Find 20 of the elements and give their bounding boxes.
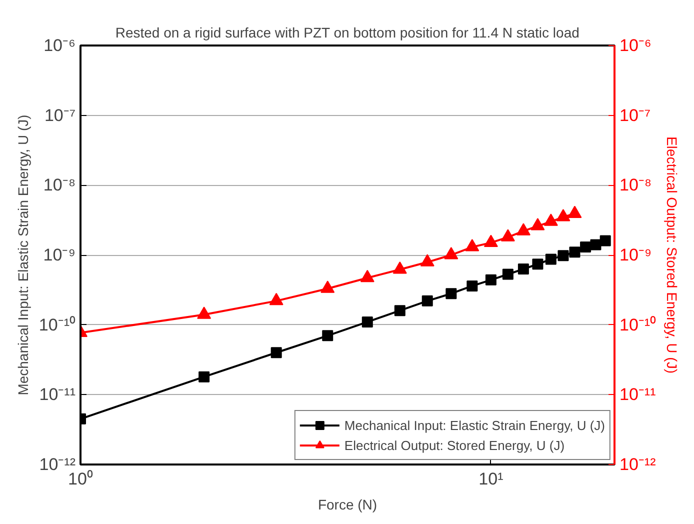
y-axis-title: Mechanical Input: Elastic Strain Energy, U (J) (14, 114, 31, 396)
y-tick-label: 10⁻¹¹ (39, 385, 76, 404)
text: 10⁻⁶ (620, 36, 652, 55)
text: 10⁻¹⁰ (620, 315, 656, 334)
y-tick-label: 10⁻⁶ (44, 36, 76, 55)
text: 10⁻¹¹ (620, 385, 656, 404)
x-axis-title: Force (N) (318, 496, 378, 512)
text: 10⁻⁷ (620, 106, 651, 125)
text: 10⁻⁹ (620, 246, 652, 264)
text: 10⁻¹² (620, 455, 656, 474)
legend-label: Mechanical Input: Elastic Strain Energy, U (J) (344, 418, 605, 432)
x-tick-label: 10¹ (478, 470, 504, 488)
text: 10⁻⁸ (620, 176, 652, 195)
y-tick-label: 10⁻⁷ (44, 106, 76, 125)
y-tick-label: 10⁻¹⁰ (38, 315, 76, 334)
y-tick-label: 10⁻⁹ (43, 246, 76, 264)
y-tick-label: 10⁻⁸ (43, 176, 76, 195)
y2-axis-title: Electrical Output: Stored Energy, U (J) (664, 136, 680, 374)
chart-title: Rested on a rigid surface with PZT on bottom position for 11.4 N static load (115, 24, 580, 40)
legend-label: Electrical Output: Stored Energy, U (J) (344, 438, 565, 452)
